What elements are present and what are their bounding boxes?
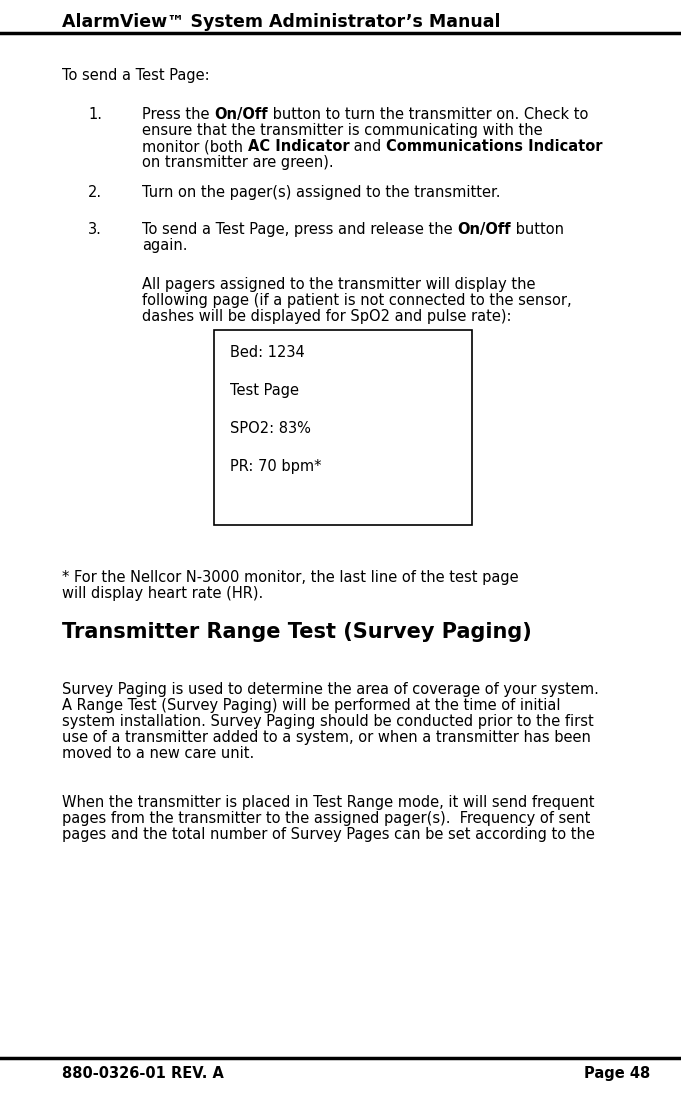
Text: PR: 70 bpm*: PR: 70 bpm* <box>230 459 321 473</box>
Text: To send a Test Page, press and release the: To send a Test Page, press and release t… <box>142 222 457 237</box>
Text: Test Page: Test Page <box>230 383 299 398</box>
Text: On/Off: On/Off <box>457 222 511 237</box>
Text: Bed: 1234: Bed: 1234 <box>230 345 305 359</box>
Text: ensure that the transmitter is communicating with the: ensure that the transmitter is communica… <box>142 123 543 138</box>
Text: A Range Test (Survey Paging) will be performed at the time of initial: A Range Test (Survey Paging) will be per… <box>62 698 560 713</box>
Text: Page 48: Page 48 <box>584 1066 650 1081</box>
Text: 2.: 2. <box>88 185 102 199</box>
Text: Transmitter Range Test (Survey Paging): Transmitter Range Test (Survey Paging) <box>62 623 532 642</box>
Text: and: and <box>349 139 386 155</box>
Text: monitor (both: monitor (both <box>142 139 248 155</box>
Text: Communications Indicator: Communications Indicator <box>386 139 603 155</box>
Text: AlarmView™ System Administrator’s Manual: AlarmView™ System Administrator’s Manual <box>62 13 501 31</box>
Text: Survey Paging is used to determine the area of coverage of your system.: Survey Paging is used to determine the a… <box>62 682 599 697</box>
Text: 880-0326-01 REV. A: 880-0326-01 REV. A <box>62 1066 224 1081</box>
Text: * For the Nellcor N-3000 monitor, the last line of the test page: * For the Nellcor N-3000 monitor, the la… <box>62 570 519 585</box>
Text: Turn on the pager(s) assigned to the transmitter.: Turn on the pager(s) assigned to the tra… <box>142 185 501 199</box>
Text: When the transmitter is placed in Test Range mode, it will send frequent: When the transmitter is placed in Test R… <box>62 795 595 810</box>
Text: system installation. Survey Paging should be conducted prior to the first: system installation. Survey Paging shoul… <box>62 713 594 729</box>
Text: 1.: 1. <box>88 107 102 122</box>
Text: To send a Test Page:: To send a Test Page: <box>62 68 210 83</box>
Text: use of a transmitter added to a system, or when a transmitter has been: use of a transmitter added to a system, … <box>62 730 591 745</box>
Text: dashes will be displayed for SpO2 and pulse rate):: dashes will be displayed for SpO2 and pu… <box>142 309 511 324</box>
Text: On/Off: On/Off <box>214 107 268 122</box>
Text: 3.: 3. <box>88 222 102 237</box>
Text: SPO2: 83%: SPO2: 83% <box>230 421 311 436</box>
Text: button: button <box>511 222 564 237</box>
Text: will display heart rate (HR).: will display heart rate (HR). <box>62 586 264 601</box>
Text: pages from the transmitter to the assigned pager(s).  Frequency of sent: pages from the transmitter to the assign… <box>62 811 590 826</box>
Text: moved to a new care unit.: moved to a new care unit. <box>62 746 254 761</box>
Bar <box>214 330 472 525</box>
Text: Press the: Press the <box>142 107 214 122</box>
Text: pages and the total number of Survey Pages can be set according to the: pages and the total number of Survey Pag… <box>62 827 595 842</box>
Text: AC Indicator: AC Indicator <box>248 139 349 155</box>
Text: again.: again. <box>142 238 187 253</box>
Text: All pagers assigned to the transmitter will display the: All pagers assigned to the transmitter w… <box>142 277 535 292</box>
Text: on transmitter are green).: on transmitter are green). <box>142 155 334 170</box>
Text: following page (if a patient is not connected to the sensor,: following page (if a patient is not conn… <box>142 293 571 308</box>
Text: button to turn the transmitter on. Check to: button to turn the transmitter on. Check… <box>268 107 588 122</box>
